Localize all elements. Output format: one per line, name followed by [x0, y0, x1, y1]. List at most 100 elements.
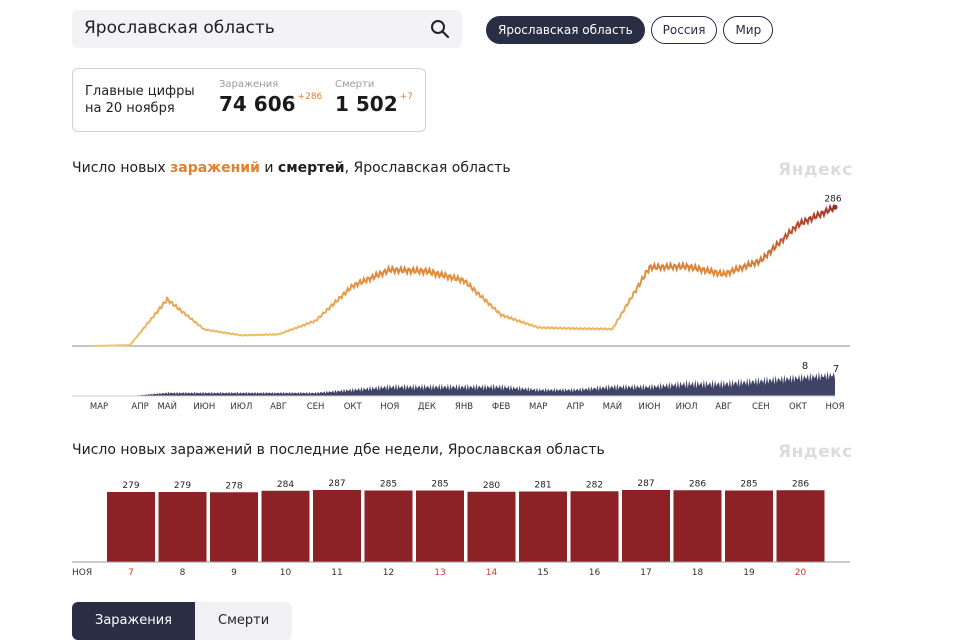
- infections-end-dot: [832, 204, 838, 210]
- tab-world[interactable]: Мир: [723, 16, 774, 44]
- x-tick-label: ОКТ: [344, 402, 363, 412]
- bar-category-label: 13: [434, 568, 445, 578]
- chart2-svg: 279 7 279 8 278 9 284 10 287 11 285 12 285 13 280 14 281…: [72, 479, 850, 578]
- x-tick-label: МАЙ: [603, 400, 623, 412]
- infections-value: 74 606 +286: [219, 92, 322, 116]
- bar[interactable]: [570, 491, 619, 562]
- x-tick-label: ИЮН: [193, 402, 215, 412]
- deaths-area: [93, 370, 835, 396]
- chart1-title: Число новых заражений и смертей, Ярослав…: [72, 160, 511, 176]
- bar-category-label: 8: [180, 568, 186, 578]
- bar-value-label: 281: [534, 481, 551, 491]
- bar-value-label: 285: [740, 480, 757, 490]
- bar-category-label: 9: [231, 568, 237, 578]
- deaths-label: Смерти: [335, 79, 375, 90]
- tab-russia[interactable]: Россия: [650, 16, 718, 44]
- x-tick-label: АПР: [567, 402, 584, 412]
- bar[interactable]: [261, 490, 310, 562]
- bar-value-label: 287: [637, 479, 654, 489]
- tab-deaths[interactable]: Смерти: [195, 602, 293, 640]
- bar-value-label: 285: [380, 480, 397, 490]
- x-tick-label: ЯНВ: [455, 402, 473, 412]
- bar-category-label: 19: [743, 568, 755, 578]
- bar-category-label: 18: [692, 568, 704, 578]
- infections-line: [93, 203, 836, 347]
- bar[interactable]: [416, 490, 464, 562]
- x-tick-label: МАР: [90, 402, 108, 412]
- x-tick-label: АВГ: [715, 402, 732, 412]
- bar[interactable]: [364, 490, 413, 562]
- x-tick-label: ИЮН: [639, 402, 661, 412]
- x-tick-label: АПР: [131, 402, 148, 412]
- infections-end-label: 286: [824, 194, 841, 204]
- bar[interactable]: [725, 490, 773, 562]
- x-tick-label: ИЮЛ: [676, 402, 698, 412]
- bar-value-label: 280: [483, 481, 500, 491]
- deaths-stat: Смерти 1 502 +7: [335, 79, 413, 116]
- x-tick-label: ОКТ: [789, 402, 808, 412]
- x-tick-label: ФЕВ: [492, 402, 511, 412]
- x-tick-label: СЕН: [752, 402, 770, 412]
- bar-category-label: 12: [383, 568, 394, 578]
- bar-value-label: 278: [225, 481, 242, 491]
- x-tick-label: МАР: [529, 402, 547, 412]
- bar[interactable]: [622, 490, 670, 562]
- x-tick-label: АВГ: [270, 402, 287, 412]
- x-tick-label: ДЕК: [418, 402, 436, 412]
- chart2-bars: 279 7 279 8 278 9 284 10 287 11 285 12 285 13 280 14 281…: [107, 479, 825, 578]
- bar-category-label: 10: [280, 568, 292, 578]
- chart1-svg: 286 8 7 МАР АПР МАЙ ИЮН ИЮЛ АВГ СЕН ОКТ НОЯ ДЕК ЯН…: [72, 194, 850, 412]
- bar[interactable]: [673, 490, 722, 562]
- infections-number: 74 606: [219, 92, 296, 116]
- bar-category-label: 14: [486, 568, 498, 578]
- search-input[interactable]: Ярославская область: [84, 18, 275, 38]
- bar[interactable]: [467, 491, 516, 562]
- chart1-title-bold: смертей: [277, 160, 345, 176]
- bar-value-label: 286: [792, 479, 809, 489]
- x-tick-label: СЕН: [307, 402, 325, 412]
- bar[interactable]: [313, 490, 361, 562]
- bar-value-label: 286: [689, 479, 706, 489]
- x-tick-label: НОЯ: [380, 402, 399, 412]
- search-box[interactable]: Ярославская область: [72, 10, 462, 48]
- search-icon[interactable]: [430, 19, 450, 39]
- x-tick-label: ИЮЛ: [230, 402, 252, 412]
- deaths-number: 1 502: [335, 92, 398, 116]
- region-tabs: Ярославская область Россия Мир: [486, 16, 774, 44]
- infections-label: Заражения: [219, 79, 279, 90]
- bar[interactable]: [107, 492, 155, 562]
- infections-stat: Заражения 74 606 +286: [219, 79, 322, 116]
- chart1-x-ticks: МАР АПР МАЙ ИЮН ИЮЛ АВГ СЕН ОКТ НОЯ ДЕК ЯНВ ФЕВ МАР А…: [90, 400, 845, 412]
- bar-value-label: 284: [277, 480, 294, 490]
- chart2-watermark: Яндекс: [778, 442, 853, 462]
- bar-category-label: 7: [128, 568, 134, 578]
- x-tick-label: НОЯ: [826, 402, 845, 412]
- bar[interactable]: [210, 492, 258, 562]
- deaths-delta: +7: [399, 92, 413, 102]
- deaths-peak-label: 8: [802, 361, 808, 372]
- x-tick-label: МАЙ: [157, 400, 177, 412]
- bar-value-label: 282: [586, 480, 603, 490]
- chart2-month-label: НОЯ: [72, 568, 92, 578]
- bar-value-label: 285: [431, 480, 448, 490]
- bar[interactable]: [158, 492, 207, 562]
- tab-infections[interactable]: Заражения: [72, 602, 195, 640]
- chart1-watermark: Яндекс: [778, 160, 853, 180]
- stats-title-line2: на 20 ноября: [85, 101, 175, 116]
- bar-category-label: 17: [640, 568, 651, 578]
- stats-title: Главные цифры на 20 ноября: [85, 83, 195, 117]
- bar-category-label: 15: [537, 568, 548, 578]
- bar[interactable]: [519, 491, 567, 562]
- bar-value-label: 279: [174, 481, 191, 491]
- deaths-value: 1 502 +7: [335, 92, 413, 116]
- deaths-end-label: 7: [833, 364, 839, 375]
- tab-yaroslavl[interactable]: Ярославская область: [486, 16, 645, 44]
- chart2-title: Число новых заражений в последние дбе не…: [72, 442, 605, 458]
- bar[interactable]: [776, 490, 825, 562]
- main-stats-card: Главные цифры на 20 ноября Заражения 74 …: [72, 68, 426, 132]
- infections-delta: +286: [297, 92, 323, 102]
- bar-category-label: 11: [331, 568, 342, 578]
- bar-value-label: 287: [328, 479, 345, 489]
- stats-title-line1: Главные цифры: [85, 84, 195, 99]
- bar-value-label: 279: [122, 481, 139, 491]
